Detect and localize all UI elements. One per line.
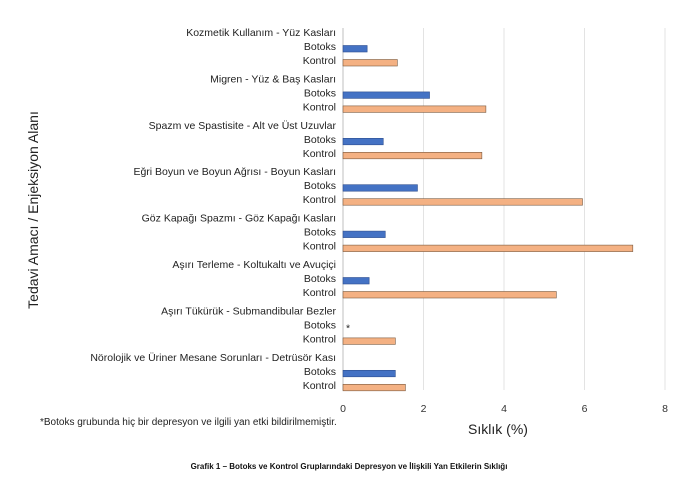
series-label-botoks: Botoks bbox=[304, 366, 336, 378]
x-tick-label: 8 bbox=[662, 403, 668, 415]
bar-kontrol bbox=[342, 383, 406, 392]
bar-kontrol bbox=[342, 105, 487, 113]
bar-botoks bbox=[342, 138, 384, 146]
series-label-kontrol: Kontrol bbox=[303, 148, 336, 160]
bar-kontrol bbox=[342, 152, 483, 160]
category-label: Migren - Yüz & Baş Kasları bbox=[210, 73, 336, 85]
bar-botoks bbox=[342, 184, 418, 192]
chart-caption: Grafik 1 – Botoks ve Kontrol Gruplarında… bbox=[190, 462, 508, 471]
x-tick-label: 6 bbox=[582, 403, 588, 415]
bar-kontrol bbox=[342, 198, 583, 206]
category-label: Eğri Boyun ve Boyun Ağrısı - Boyun Kasla… bbox=[133, 166, 336, 178]
bar-kontrol bbox=[342, 291, 557, 299]
series-label-botoks: Botoks bbox=[304, 134, 336, 146]
series-label-kontrol: Kontrol bbox=[303, 380, 336, 392]
category-label: Aşırı Tükürük - Submandibular Bezler bbox=[161, 305, 336, 317]
bar-botoks bbox=[342, 277, 370, 285]
bar-kontrol bbox=[342, 337, 396, 345]
x-tick-label: 4 bbox=[501, 403, 507, 415]
no-data-marker: * bbox=[346, 322, 350, 334]
category-label: Spazm ve Spastisite - Alt ve Üst Uzuvlar bbox=[149, 120, 337, 132]
category-label: Göz Kapağı Spazmı - Göz Kapağı Kasları bbox=[142, 213, 336, 225]
bar-kontrol bbox=[342, 244, 634, 252]
series-label-botoks: Botoks bbox=[304, 87, 336, 99]
series-label-kontrol: Kontrol bbox=[303, 194, 336, 206]
x-tick-label: 2 bbox=[421, 403, 427, 415]
x-tick-label: 0 bbox=[340, 403, 346, 415]
x-axis-label: Sıklık (%) bbox=[468, 421, 528, 437]
category-label: Aşırı Terleme - Koltukaltı ve Avuçiçi bbox=[172, 259, 336, 271]
bar-kontrol bbox=[342, 59, 398, 67]
bar-botoks bbox=[342, 91, 430, 99]
bar-botoks bbox=[342, 230, 386, 238]
series-label-kontrol: Kontrol bbox=[303, 101, 336, 113]
series-label-botoks: Botoks bbox=[304, 180, 336, 192]
category-label: Nörolojik ve Üriner Mesane Sorunları - D… bbox=[90, 352, 336, 364]
series-label-botoks: Botoks bbox=[304, 41, 336, 53]
series-label-kontrol: Kontrol bbox=[303, 333, 336, 345]
bar-botoks bbox=[342, 369, 396, 378]
series-label-botoks: Botoks bbox=[304, 273, 336, 285]
category-label: Kozmetik Kullanım - Yüz Kasları bbox=[186, 27, 336, 39]
bar-botoks bbox=[342, 45, 368, 53]
series-label-botoks: Botoks bbox=[304, 227, 336, 239]
series-label-botoks: Botoks bbox=[304, 319, 336, 331]
series-label-kontrol: Kontrol bbox=[303, 287, 336, 299]
y-axis-label: Tedavi Amacı / Enjeksiyon Alanı bbox=[25, 111, 41, 309]
series-label-kontrol: Kontrol bbox=[303, 241, 336, 253]
footnote: *Botoks grubunda hiç bir depresyon ve il… bbox=[40, 417, 337, 428]
series-label-kontrol: Kontrol bbox=[303, 55, 336, 67]
